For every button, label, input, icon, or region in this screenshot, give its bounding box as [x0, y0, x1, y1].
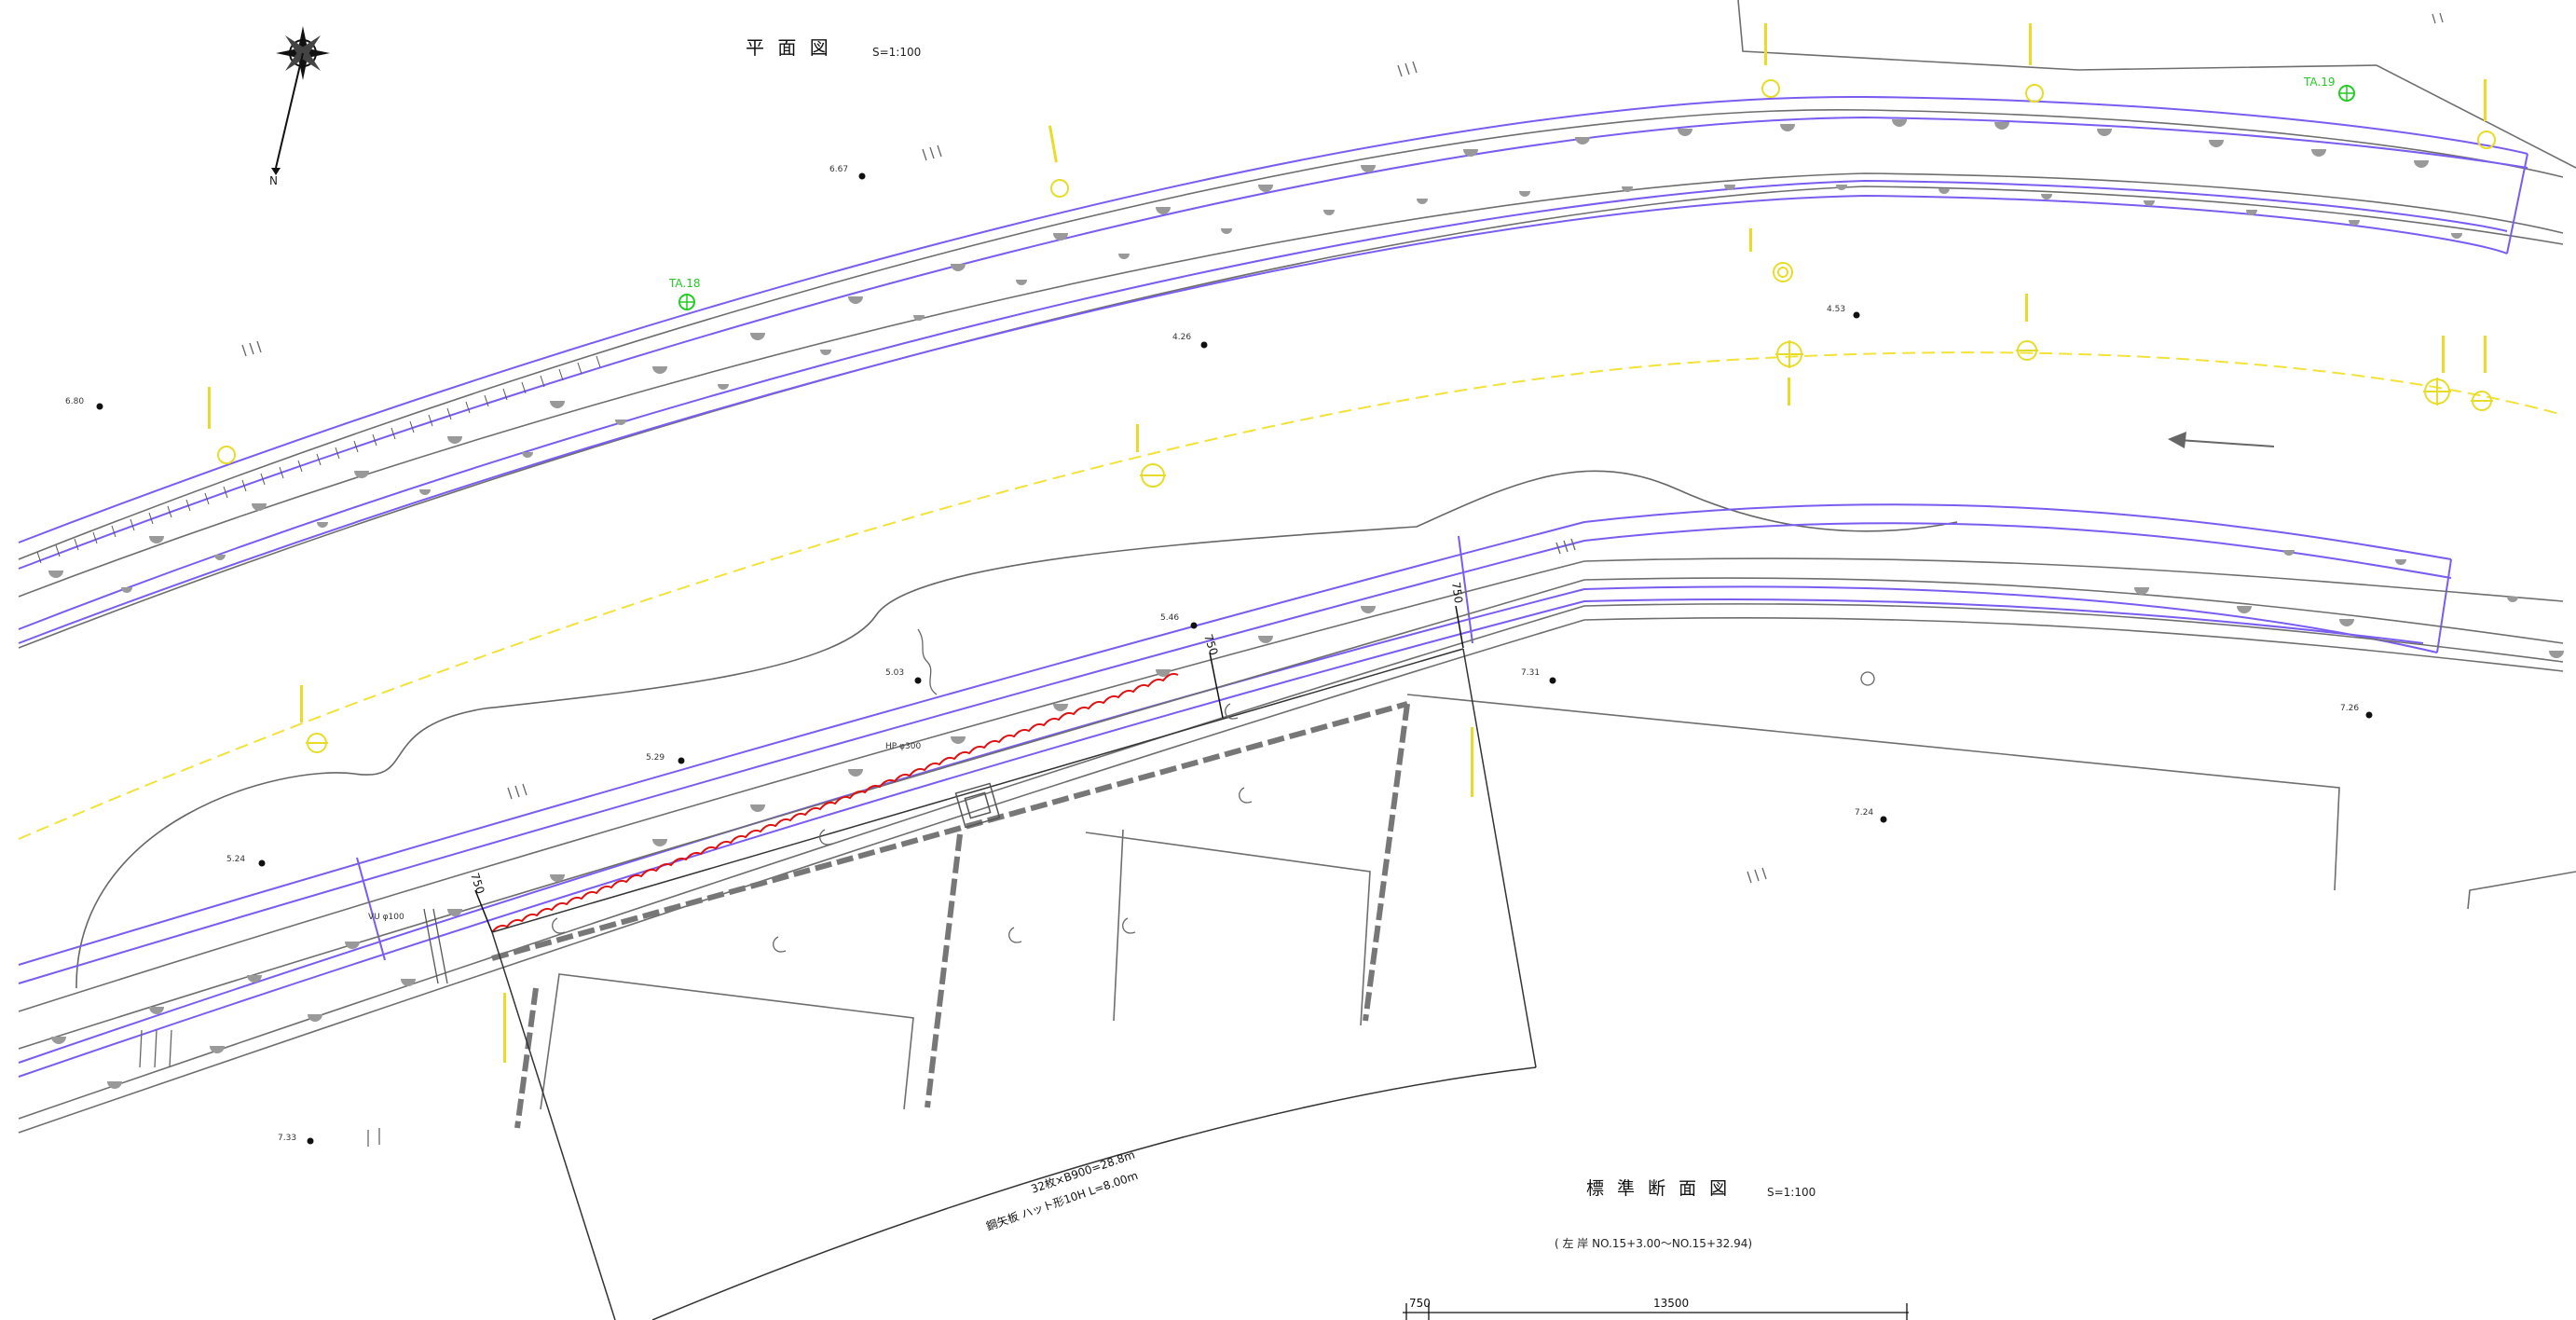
spot-level-points: [96, 172, 2373, 1145]
upper-block-markers: [48, 119, 2462, 593]
benchmark-ta18-icon: [678, 294, 695, 310]
sheet-pile-wave-line: [491, 672, 1179, 933]
sheet-pile-axis: [491, 648, 1464, 933]
section-title: 標 準 断 面 図: [1586, 1178, 1731, 1199]
spot-level-7: 5.29: [646, 753, 665, 763]
plan-title: 平 面 図: [746, 36, 832, 59]
spot-level-8: 5.24: [226, 855, 245, 864]
survey-annotation-ticks: [208, 23, 2487, 1063]
river-center-line: [18, 351, 2564, 840]
bottom-dimension-line: [1403, 1303, 1909, 1320]
section-range: ( 左 岸 NO.15+3.00～NO.15+32.94): [1555, 1236, 1752, 1250]
upper-boundary-lines: [18, 95, 2528, 644]
dimension-750-marks: [474, 605, 1464, 933]
plan-scale: S=1:100: [872, 46, 921, 59]
upper-slope-hatch: [36, 355, 601, 564]
spot-level-5: 5.46: [1160, 613, 1179, 623]
shrub-symbols: [552, 628, 1875, 953]
benchmark-ta19-icon: [2338, 85, 2355, 102]
spot-level-12: 7.33: [278, 1134, 296, 1143]
retaining-walls: [491, 701, 1410, 1129]
north-label: N: [269, 174, 278, 187]
benchmark-label-ta18: TA.18: [668, 277, 700, 290]
benchmark-label-ta19: TA.19: [2303, 76, 2335, 89]
spot-level-4: 4.53: [1827, 305, 1845, 314]
lower-road-lines: [18, 557, 2576, 1134]
spot-level-2: 6.67: [829, 165, 848, 174]
lower-boundary-lines: [18, 503, 2452, 1078]
spot-level-1: 6.80: [65, 397, 84, 406]
dimension-750-b: 750: [1201, 633, 1220, 657]
pipe-label-hp300: HP φ300: [885, 742, 921, 751]
section-scale: S=1:100: [1767, 1186, 1816, 1199]
section-boundary-lines: [491, 648, 1537, 1320]
spot-level-11: 7.24: [1855, 808, 1873, 818]
pipe-label-vu100: VU φ100: [368, 913, 404, 922]
spot-level-10: 7.26: [2340, 704, 2359, 713]
spot-level-9: 7.31: [1521, 668, 1540, 678]
terrain-outline: [75, 470, 1958, 989]
upper-road-lines: [18, 0, 2576, 649]
dimension-750-c: 750: [1449, 581, 1465, 604]
manhole-box-icon: [954, 782, 1001, 829]
spot-level-6: 5.03: [885, 668, 904, 678]
dimension-750-a: 750: [468, 872, 486, 896]
north-arrow-icon: N: [269, 26, 330, 187]
flow-direction-arrow-icon: [2168, 432, 2275, 448]
bottom-dimension-750: 750: [1409, 1297, 1431, 1310]
drain-pipe-symbol: [423, 908, 448, 984]
spot-level-3: 4.26: [1172, 333, 1191, 342]
survey-point-markers: [217, 79, 2496, 753]
grass-symbols: [139, 12, 2444, 1147]
lower-block-markers: [51, 550, 2564, 1089]
bottom-dimension-13500: 13500: [1653, 1297, 1689, 1310]
